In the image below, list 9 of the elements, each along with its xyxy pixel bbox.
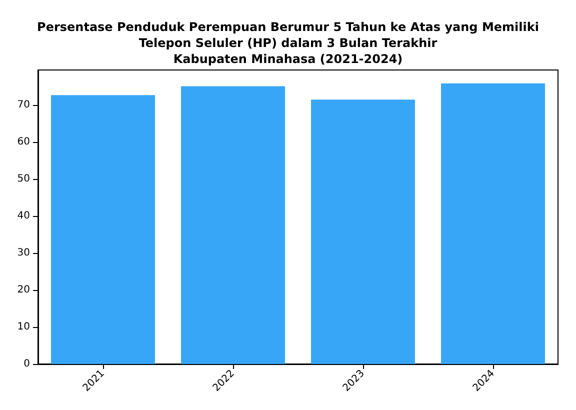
y-tick-label: 30 [17, 248, 30, 259]
y-tick-label: 20 [17, 284, 30, 296]
y-tick-label: 60 [17, 136, 30, 148]
y-tick-label: 40 [17, 210, 30, 222]
y-tick-label: 70 [17, 100, 30, 111]
y-tick-label: 50 [17, 174, 30, 185]
y-tick-label: 0 [24, 358, 30, 370]
y-tick-label: 10 [17, 322, 30, 333]
chart-title: Persentase Penduduk Perempuan Berumur 5 Tahun ke Atas yang Memiliki Telepon Seluler (HP) dalam 3 Bulan Terakhir Kabupaten Minahasa (2021-2024) [37, 20, 539, 66]
